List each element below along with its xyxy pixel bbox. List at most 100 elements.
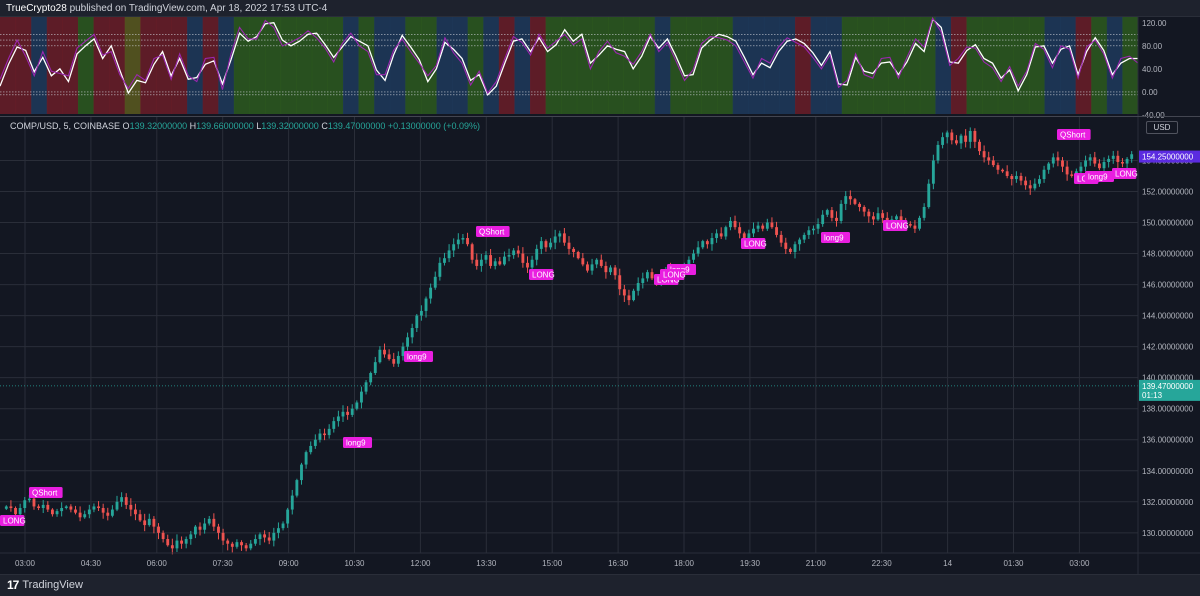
candle-body	[858, 203, 862, 207]
countdown-text: 01:13	[1142, 391, 1163, 400]
candle-body	[429, 287, 433, 299]
candle-body	[479, 259, 483, 266]
zone-band	[483, 17, 500, 114]
candle-body	[816, 224, 820, 229]
candle-body	[867, 211, 871, 217]
candle-body	[138, 514, 142, 521]
signal-label: QShort	[1060, 131, 1086, 140]
candle-body	[115, 501, 119, 510]
signal-long: LONG	[660, 269, 686, 280]
zone-band	[109, 17, 126, 114]
zone-band	[576, 17, 593, 114]
zone-band	[46, 17, 63, 114]
candle-body	[46, 504, 50, 510]
candle-body	[37, 506, 41, 509]
zone-band	[966, 17, 983, 114]
zone-band	[919, 17, 936, 114]
candle-body	[4, 506, 8, 509]
chart-canvas[interactable]: 120.00 80.00 40.00 0.00 -40.00 LONG QShort long…	[0, 17, 1200, 574]
candle-body	[161, 532, 165, 540]
marker-price-text: 154.25000000	[1142, 153, 1194, 162]
currency-selector[interactable]: USD	[1146, 121, 1178, 134]
zone-band	[607, 17, 625, 114]
zone-band	[654, 17, 671, 114]
candle-body	[396, 355, 400, 364]
candle-body	[931, 160, 935, 184]
candle-body	[895, 216, 898, 220]
zone-band	[1013, 17, 1030, 114]
candle-body	[258, 534, 262, 540]
candle-body	[945, 132, 949, 138]
signal-long: LONG	[741, 238, 767, 249]
candle-body	[92, 506, 96, 510]
candle-body	[240, 542, 243, 546]
candle-body	[705, 241, 709, 245]
candle-body	[636, 283, 640, 291]
candle-body	[443, 258, 446, 263]
candle-body	[641, 278, 645, 284]
signal-long: LONG	[529, 269, 555, 280]
candle-body	[936, 144, 940, 161]
candle-body	[207, 518, 211, 524]
candle-body	[106, 512, 110, 516]
candle-body	[950, 132, 954, 141]
zone-band	[124, 17, 141, 114]
candle-body	[355, 402, 359, 409]
candle-body	[821, 214, 825, 225]
candle-body	[180, 540, 184, 544]
candle-body	[622, 289, 626, 296]
candle-body	[286, 509, 290, 524]
signal-label: LONG	[886, 222, 909, 231]
candle-body	[166, 539, 170, 546]
time-tick-label: 10:30	[344, 559, 365, 568]
candle-body	[696, 247, 700, 254]
candle-body	[978, 141, 981, 152]
zone-band	[93, 17, 110, 114]
zone-band	[904, 17, 921, 114]
time-tick-label: 15:00	[542, 559, 563, 568]
candle-body	[954, 140, 958, 144]
candle-body	[369, 373, 373, 383]
tradingview-logo[interactable]: 17 TradingView	[7, 578, 83, 592]
zone-band	[452, 17, 469, 114]
oscillator-tick-label: 80.00	[1142, 42, 1163, 51]
time-axis: 03:00 04:30 06:00 07:30 09:00 10:30 12:00 13:30…	[0, 552, 1200, 568]
candle-body	[300, 464, 303, 481]
zone-band	[1044, 17, 1061, 114]
candle-body	[83, 514, 87, 518]
zone-band	[342, 17, 360, 114]
candle-body	[1001, 169, 1004, 172]
signal-box	[1085, 171, 1114, 182]
candle-body	[484, 255, 488, 260]
zone-band	[717, 17, 734, 114]
zone-band	[249, 17, 266, 114]
candle-body	[871, 216, 875, 220]
candle-body	[18, 508, 22, 515]
time-tick-label: 14	[943, 559, 952, 568]
last-price-tag	[1139, 379, 1200, 401]
candle-body	[996, 165, 1000, 170]
candle-body	[1010, 175, 1014, 180]
candle-body	[876, 213, 880, 220]
candle-body	[516, 250, 520, 254]
change-value: +0.13000000 (+0.09%)	[387, 121, 480, 131]
signal-long: LONG	[1112, 168, 1138, 179]
signal-label: LONG	[3, 517, 26, 526]
candle-body	[217, 526, 220, 533]
candle-body	[862, 206, 866, 212]
price-tick-label: 136.00000000	[1142, 436, 1194, 445]
candle-body	[728, 220, 732, 228]
signal-long: LONG	[0, 515, 26, 526]
zone-band	[77, 17, 95, 114]
oscillator-line-signal	[0, 17, 1139, 95]
candle-body	[295, 480, 299, 496]
signal-box	[529, 269, 554, 280]
oscillator-tick-label: 40.00	[1142, 65, 1163, 74]
price-tick-label: 150.00000000	[1142, 219, 1194, 228]
candle-body	[987, 157, 991, 161]
oscillator-zones	[0, 17, 1139, 114]
candle-body	[327, 428, 331, 436]
candle-body	[553, 236, 557, 243]
candle-body	[544, 241, 548, 248]
footer-bar: 17 TradingView	[0, 574, 1200, 596]
